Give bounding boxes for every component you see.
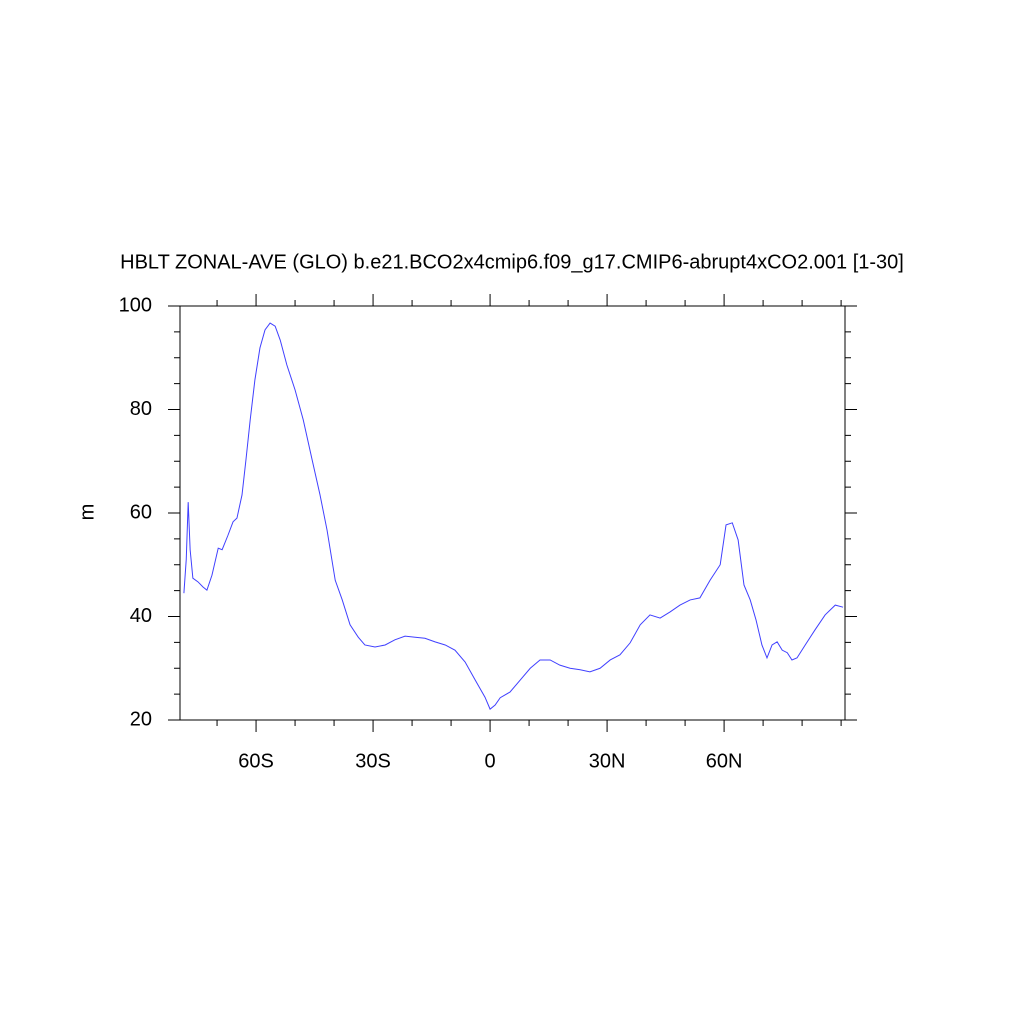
y-tick-label: 40 bbox=[130, 605, 152, 627]
y-axis-label: m bbox=[76, 504, 98, 521]
x-tick-label: 60S bbox=[238, 750, 274, 772]
data-line bbox=[183, 322, 844, 710]
plot-frame bbox=[179, 305, 846, 721]
x-tick-label: 30S bbox=[355, 750, 391, 772]
y-tick-label: 80 bbox=[130, 398, 152, 420]
x-tick-label: 60N bbox=[706, 750, 743, 772]
chart-title: HBLT ZONAL-AVE (GLO) b.e21.BCO2x4cmip6.f… bbox=[120, 251, 904, 273]
y-tick-label: 20 bbox=[130, 708, 152, 730]
x-tick-label: 0 bbox=[485, 750, 496, 772]
x-tick-label: 30N bbox=[589, 750, 626, 772]
y-tick-label: 100 bbox=[119, 294, 152, 316]
y-tick-label: 60 bbox=[130, 501, 152, 523]
